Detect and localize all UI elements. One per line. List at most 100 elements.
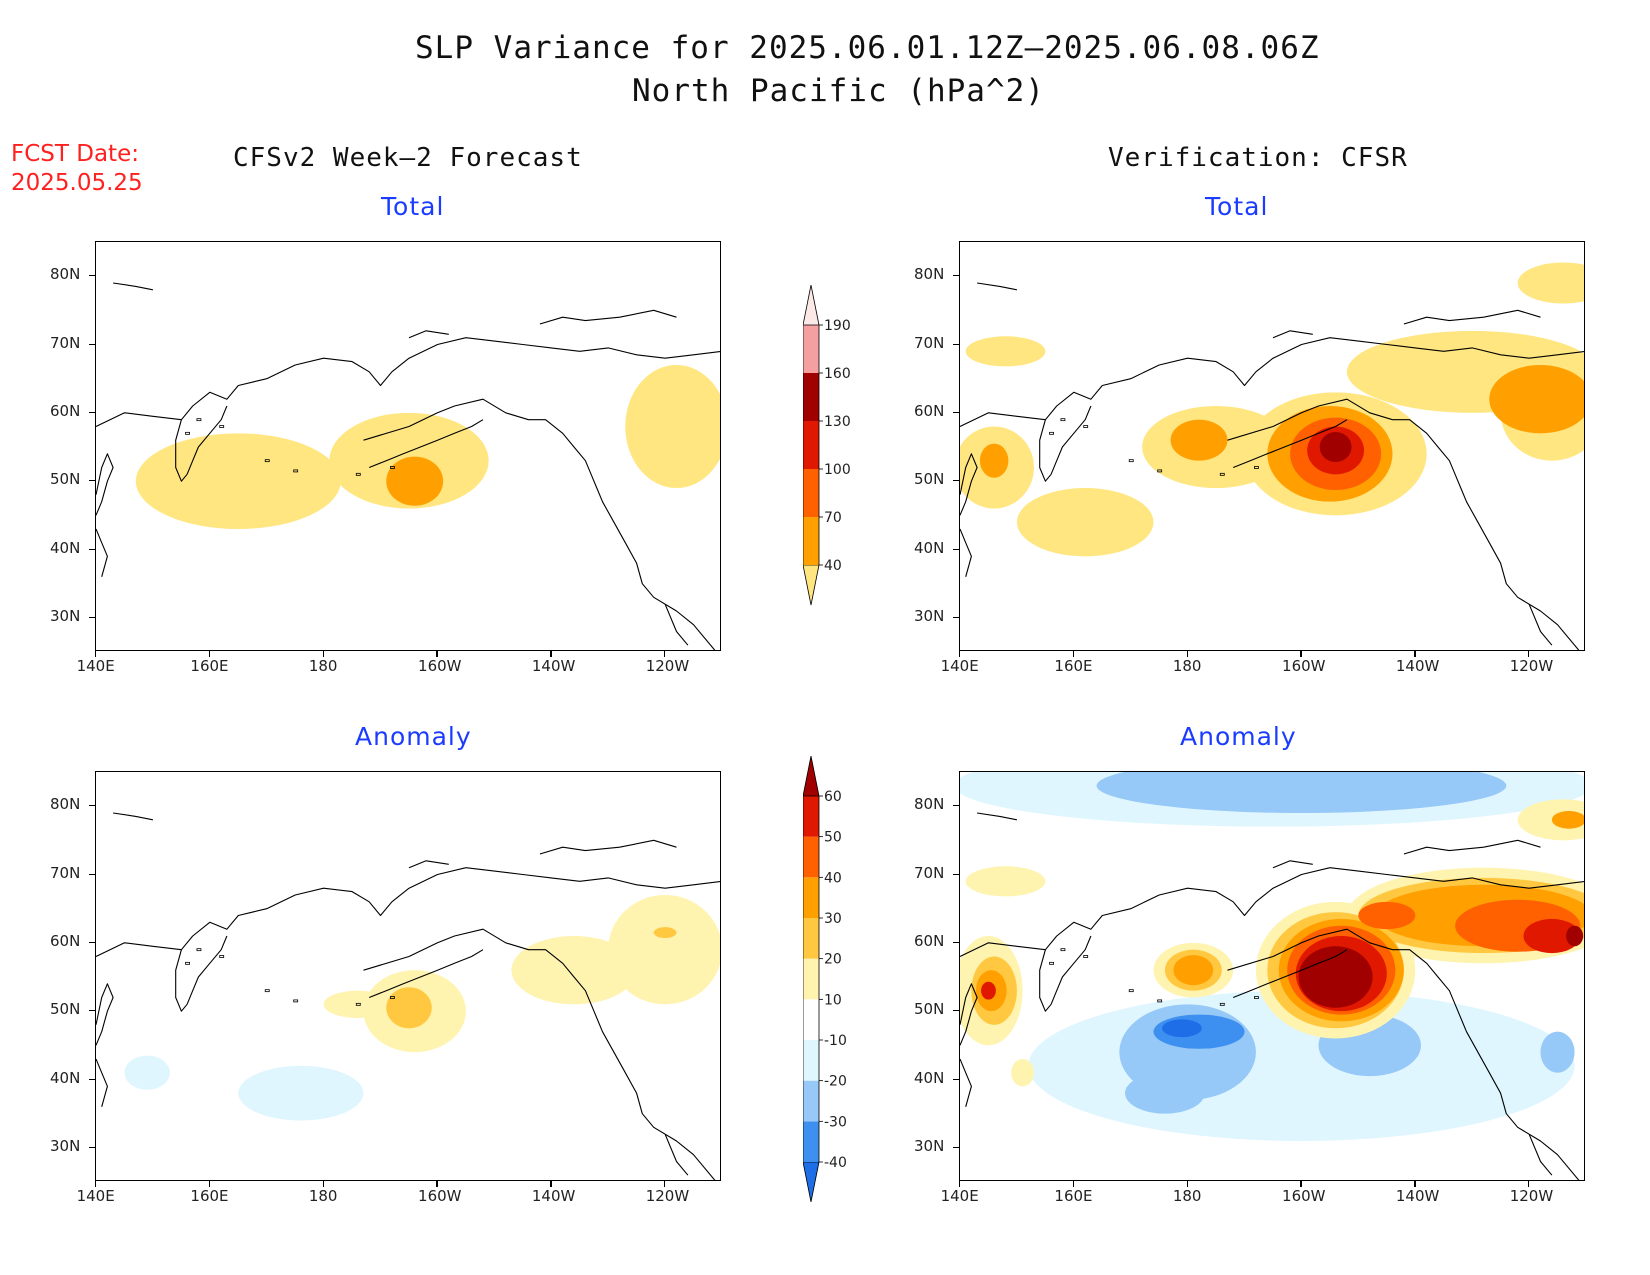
cfsr-total-subtitle: Total bbox=[1205, 192, 1269, 221]
lat-tick-label: 70N bbox=[50, 863, 81, 882]
coastline bbox=[1039, 949, 1052, 1012]
lon-tick-label: 180 bbox=[308, 1187, 338, 1205]
axis-tick bbox=[436, 1181, 438, 1187]
coastline bbox=[1528, 603, 1553, 646]
coastline bbox=[664, 1133, 689, 1176]
shaded-region bbox=[1298, 946, 1373, 1008]
colorbar-total: 40 70 100 130 160 190 220 bbox=[802, 270, 863, 610]
island bbox=[185, 961, 190, 965]
lat-tick-label: 70N bbox=[914, 333, 945, 352]
shaded-region bbox=[511, 936, 637, 1005]
lat-tick-label: 50N bbox=[50, 470, 81, 489]
axis-tick bbox=[953, 873, 959, 875]
island bbox=[1049, 961, 1054, 965]
island bbox=[219, 425, 225, 428]
map-panel-cfsr-total bbox=[959, 241, 1585, 651]
axis-tick bbox=[953, 275, 959, 277]
coastline bbox=[96, 528, 108, 577]
axis-tick bbox=[1414, 651, 1416, 657]
shaded-region bbox=[1162, 1019, 1202, 1038]
colorbar-label: 220 bbox=[824, 285, 851, 286]
lon-tick-label: 140W bbox=[531, 657, 576, 675]
colorbar-swatch bbox=[803, 918, 819, 959]
map-canvas bbox=[96, 812, 720, 1180]
coastline bbox=[96, 983, 114, 1046]
lat-tick-label: 50N bbox=[914, 470, 945, 489]
lat-tick-label: 60N bbox=[914, 401, 945, 420]
axis-tick bbox=[95, 1181, 97, 1187]
lat-tick-label: 40N bbox=[914, 1068, 945, 1087]
lon-tick-label: 180 bbox=[1172, 1187, 1202, 1205]
colorbar-swatch bbox=[803, 958, 819, 1000]
shaded-region bbox=[965, 336, 1046, 367]
colorbar-swatch bbox=[803, 1080, 819, 1122]
coastline bbox=[960, 867, 1584, 957]
coastline bbox=[1232, 419, 1348, 469]
shaded-region bbox=[1173, 955, 1214, 986]
colorbar-extension-low bbox=[802, 1161, 820, 1203]
colorbar-swatch bbox=[803, 796, 819, 837]
lat-tick-label: 80N bbox=[914, 265, 945, 284]
axis-tick bbox=[89, 941, 95, 944]
axis-tick bbox=[953, 805, 959, 807]
lat-tick-label: 50N bbox=[914, 1000, 945, 1019]
colorbar-canvas: -40 -30 -20 -10 10 20 30 40 50 60 bbox=[802, 755, 847, 1203]
lon-tick-label: 160E bbox=[190, 1187, 229, 1205]
map-panel-fcst-anomaly bbox=[95, 771, 721, 1181]
coastline bbox=[539, 839, 677, 855]
lat-tick-label: 60N bbox=[50, 931, 81, 950]
coastline bbox=[186, 935, 228, 1005]
island bbox=[264, 459, 270, 463]
lat-tick-label: 40N bbox=[914, 538, 945, 557]
shaded-region bbox=[1566, 925, 1584, 947]
colorbar-label: -20 bbox=[824, 1074, 847, 1090]
axis-tick bbox=[208, 1181, 211, 1187]
island bbox=[196, 948, 202, 952]
coastline bbox=[1227, 398, 1580, 650]
shaded-region bbox=[1170, 419, 1228, 461]
colorbar-label: 40 bbox=[824, 870, 842, 886]
shaded-region bbox=[135, 433, 341, 529]
lat-tick-label: 80N bbox=[914, 795, 945, 814]
lat-tick-label: 60N bbox=[914, 931, 945, 950]
coastline bbox=[977, 282, 1018, 291]
fcst-date-value: 2025.05.25 bbox=[11, 170, 143, 196]
island bbox=[1060, 418, 1066, 422]
shaded-region bbox=[1011, 1059, 1034, 1087]
lon-tick-label: 140E bbox=[940, 657, 979, 675]
coastline bbox=[1403, 309, 1541, 325]
coastline bbox=[96, 867, 720, 957]
island bbox=[219, 955, 225, 958]
coastline bbox=[186, 405, 228, 475]
colorbar-canvas: 40 70 100 130 160 190 220 bbox=[802, 270, 851, 606]
axis-tick bbox=[436, 651, 438, 657]
colorbar-label: 60 bbox=[824, 789, 842, 805]
main-title: SLP Variance for 2025.06.01.12Z–2025.06.… bbox=[415, 30, 1320, 66]
fcst-total-subtitle: Total bbox=[381, 192, 445, 221]
island bbox=[293, 469, 299, 473]
shaded-region bbox=[1551, 810, 1584, 829]
axis-tick bbox=[1528, 651, 1530, 657]
axis-tick bbox=[1300, 651, 1302, 657]
shaded-region bbox=[625, 365, 720, 488]
lat-tick-label: 80N bbox=[50, 265, 81, 284]
coastline bbox=[960, 528, 972, 577]
axis-tick bbox=[953, 941, 959, 944]
colorbar-swatch bbox=[803, 1040, 819, 1081]
island bbox=[1060, 948, 1066, 952]
colorbar-swatch bbox=[803, 877, 819, 918]
coastline bbox=[96, 1058, 108, 1107]
axis-tick bbox=[322, 1181, 324, 1187]
shaded-region bbox=[386, 987, 432, 1029]
colorbar-swatch bbox=[803, 999, 819, 1040]
axis-tick bbox=[1186, 1181, 1188, 1187]
lon-tick-label: 140E bbox=[76, 657, 115, 675]
axis-tick bbox=[1072, 1181, 1075, 1187]
coastline bbox=[960, 1058, 972, 1107]
lon-tick-label: 160W bbox=[418, 1187, 462, 1205]
shaded-region bbox=[1319, 431, 1352, 463]
axis-tick bbox=[550, 651, 552, 657]
lon-tick-label: 160W bbox=[1282, 1187, 1326, 1205]
coastline bbox=[175, 419, 188, 482]
lon-tick-label: 180 bbox=[308, 657, 338, 675]
